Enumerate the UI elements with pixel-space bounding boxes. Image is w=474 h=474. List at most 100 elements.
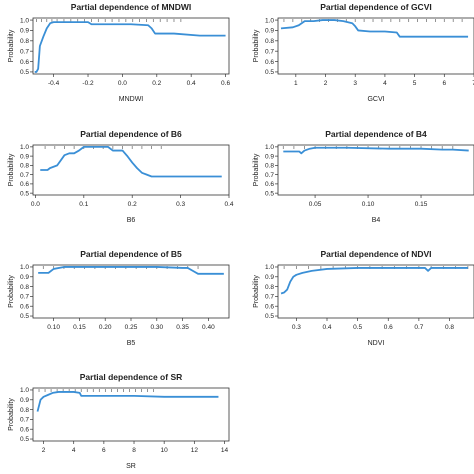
y-tick-label: 0.7: [265, 294, 274, 301]
dependence-line: [36, 391, 219, 412]
x-tick-label: 2: [324, 80, 328, 87]
x-tick-label: 0.8: [445, 324, 454, 331]
x-tick-label: 0.7: [414, 324, 423, 331]
x-tick-label: 6: [442, 80, 446, 87]
x-tick-label: -0.2: [82, 80, 94, 87]
chart-panel-5: Partial dependence of B5 0.5 0.6 0.7 0.8 0.9 1…: [8, 249, 230, 347]
y-tick-label: 0.6: [20, 426, 29, 433]
chart-title: Partial dependence of GCVI: [320, 2, 431, 12]
x-tick-label: -0.4: [48, 80, 60, 87]
y-tick-label: 0.8: [265, 284, 274, 291]
y-tick-label: 0.8: [20, 284, 29, 291]
x-tick-label: 3: [353, 80, 357, 87]
chart-panel-6: Partial dependence of NDVI 0.5 0.6 0.7 0.8 0.…: [253, 249, 474, 347]
x-tick-label: 4: [72, 447, 76, 454]
x-tick-label: 2: [42, 447, 46, 454]
chart-title: Partial dependence of B5: [80, 249, 182, 259]
y-tick-label: 0.5: [265, 190, 274, 197]
x-tick-label: 0.05: [309, 201, 322, 208]
y-tick-label: 1.0: [265, 17, 274, 24]
chart-title: Partial dependence of B6: [80, 129, 182, 139]
x-tick-label: 0.40: [202, 324, 215, 331]
y-axis-label: Probability: [8, 29, 15, 62]
x-tick-label: 0.4: [322, 324, 331, 331]
y-tick-label: 0.8: [20, 407, 29, 414]
y-tick-label: 0.7: [20, 48, 29, 55]
x-axis-label: SR: [126, 463, 136, 470]
x-tick-label: 0.2: [128, 201, 137, 208]
y-tick-label: 0.7: [265, 172, 274, 179]
y-tick-label: 0.7: [20, 417, 29, 424]
y-tick-label: 1.0: [265, 144, 274, 151]
y-tick-label: 0.6: [20, 59, 29, 66]
y-tick-label: 0.9: [20, 28, 29, 35]
y-tick-label: 0.6: [265, 303, 274, 310]
y-tick-label: 0.7: [265, 48, 274, 55]
x-tick-label: 0.1: [79, 201, 88, 208]
plot-frame: [32, 387, 230, 442]
y-tick-label: 0.9: [265, 153, 274, 160]
x-tick-label: 12: [191, 447, 199, 454]
y-axis-label: Probability: [253, 153, 260, 186]
chart-panel-1: Partial dependence of MNDWI 0.5 0.6 0.7 0.8 0…: [8, 2, 230, 103]
rug-marks: [36, 19, 182, 22]
plot-frame: [277, 264, 474, 319]
x-tick-label: 0.2: [152, 80, 161, 87]
y-tick-label: 1.0: [20, 264, 29, 271]
y-tick-label: 0.8: [265, 163, 274, 170]
x-tick-label: 0.6: [221, 80, 230, 87]
y-axis-label: Probability: [8, 275, 15, 308]
x-axis-label: GCVI: [367, 96, 384, 103]
dependence-line: [38, 266, 224, 275]
x-tick-label: 0.35: [176, 324, 189, 331]
x-tick-label: 0.15: [73, 324, 86, 331]
y-tick-label: 0.5: [265, 69, 274, 76]
y-tick-label: 1.0: [20, 387, 29, 394]
y-tick-label: 0.5: [265, 313, 274, 320]
dependence-line: [283, 146, 469, 155]
chart-title: Partial dependence of NDVI: [321, 249, 432, 259]
y-tick-label: 0.8: [20, 38, 29, 45]
x-axis-label: NDVI: [368, 340, 385, 347]
rug-marks: [283, 19, 463, 22]
x-axis-label: MNDWI: [119, 96, 144, 103]
y-tick-label: 0.8: [20, 163, 29, 170]
y-axis-label: Probability: [253, 275, 260, 308]
dependence-line: [280, 19, 469, 38]
y-tick-label: 0.6: [265, 59, 274, 66]
y-tick-label: 0.7: [20, 172, 29, 179]
y-tick-label: 1.0: [20, 17, 29, 24]
chart-title: Partial dependence of SR: [80, 372, 183, 382]
y-axis-label: Probability: [8, 398, 15, 431]
y-tick-label: 0.5: [20, 313, 29, 320]
chart-panel-2: Partial dependence of GCVI 0.5 0.6 0.7 0.8 0.…: [253, 2, 474, 103]
plot-frame: [277, 144, 474, 196]
x-tick-label: 0.25: [125, 324, 138, 331]
y-tick-label: 0.5: [20, 190, 29, 197]
x-tick-label: 4: [383, 80, 387, 87]
x-tick-label: 0.4: [187, 80, 196, 87]
x-tick-label: 5: [413, 80, 417, 87]
x-tick-label: 8: [132, 447, 136, 454]
plot-frame: [32, 144, 230, 196]
x-axis-label: B5: [127, 340, 136, 347]
y-tick-label: 0.5: [20, 69, 29, 76]
x-tick-label: 0.3: [176, 201, 185, 208]
chart-panel-4: Partial dependence of B4 0.5 0.6 0.7 0.8 0.9 1…: [253, 129, 474, 224]
chart-title: Partial dependence of B4: [325, 129, 427, 139]
y-tick-label: 0.9: [20, 397, 29, 404]
x-tick-label: 6: [102, 447, 106, 454]
x-tick-label: 0.5: [353, 324, 362, 331]
x-tick-label: 0.30: [150, 324, 163, 331]
x-tick-label: 0.3: [292, 324, 301, 331]
y-tick-label: 0.6: [265, 181, 274, 188]
y-axis-label: Probability: [253, 29, 260, 62]
x-axis-label: B6: [127, 217, 136, 224]
x-tick-label: 7: [472, 80, 474, 87]
x-axis-label: B4: [372, 217, 381, 224]
x-tick-label: 0.10: [362, 201, 375, 208]
y-tick-label: 1.0: [265, 264, 274, 271]
x-tick-label: 0.0: [31, 201, 40, 208]
chart-title: Partial dependence of MNDWI: [71, 2, 191, 12]
